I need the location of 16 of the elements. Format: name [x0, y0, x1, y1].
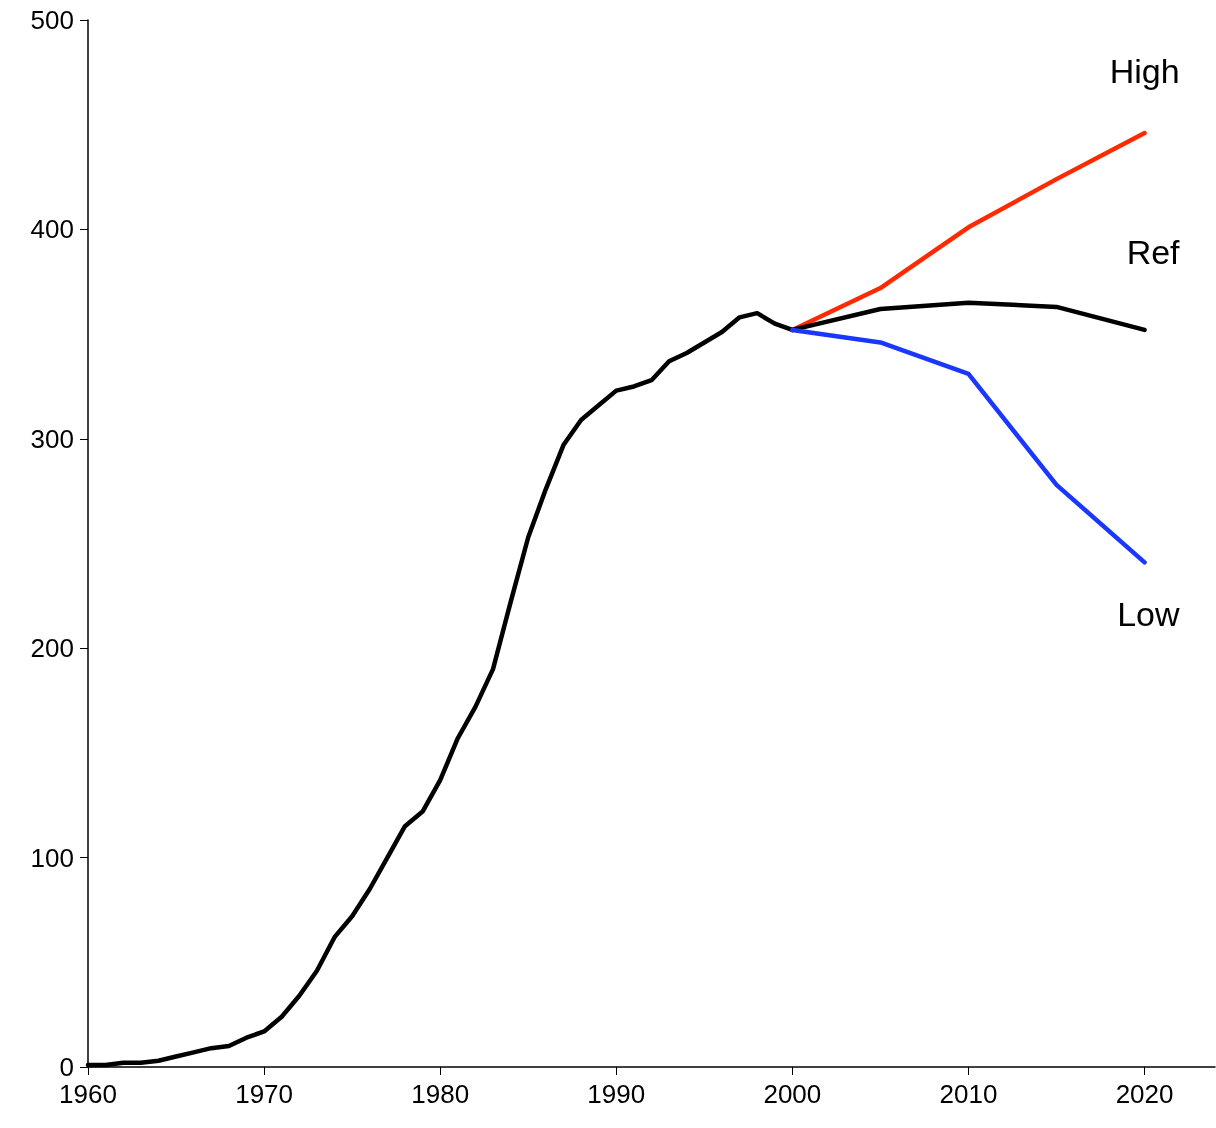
x-tick-label: 2010 — [939, 1079, 998, 1109]
series-label: High — [1109, 52, 1180, 91]
x-tick-label: 1990 — [587, 1079, 646, 1109]
x-tick-label: 1980 — [411, 1079, 470, 1109]
y-tick-label: 500 — [30, 5, 74, 35]
x-tick-label: 2020 — [1115, 1079, 1174, 1109]
y-tick-label: 200 — [30, 633, 74, 664]
y-tick-label: 400 — [30, 214, 74, 245]
y-tick-label: 100 — [30, 842, 74, 873]
x-tick-label: 2000 — [763, 1079, 822, 1109]
x-tick-label: 1970 — [235, 1079, 294, 1109]
series-label: Ref — [1126, 232, 1181, 271]
y-tick-label: 0 — [59, 1052, 74, 1082]
y-tick-label: 300 — [30, 423, 74, 454]
x-tick-label: 1960 — [59, 1079, 117, 1109]
series-label: Low — [1117, 595, 1181, 634]
